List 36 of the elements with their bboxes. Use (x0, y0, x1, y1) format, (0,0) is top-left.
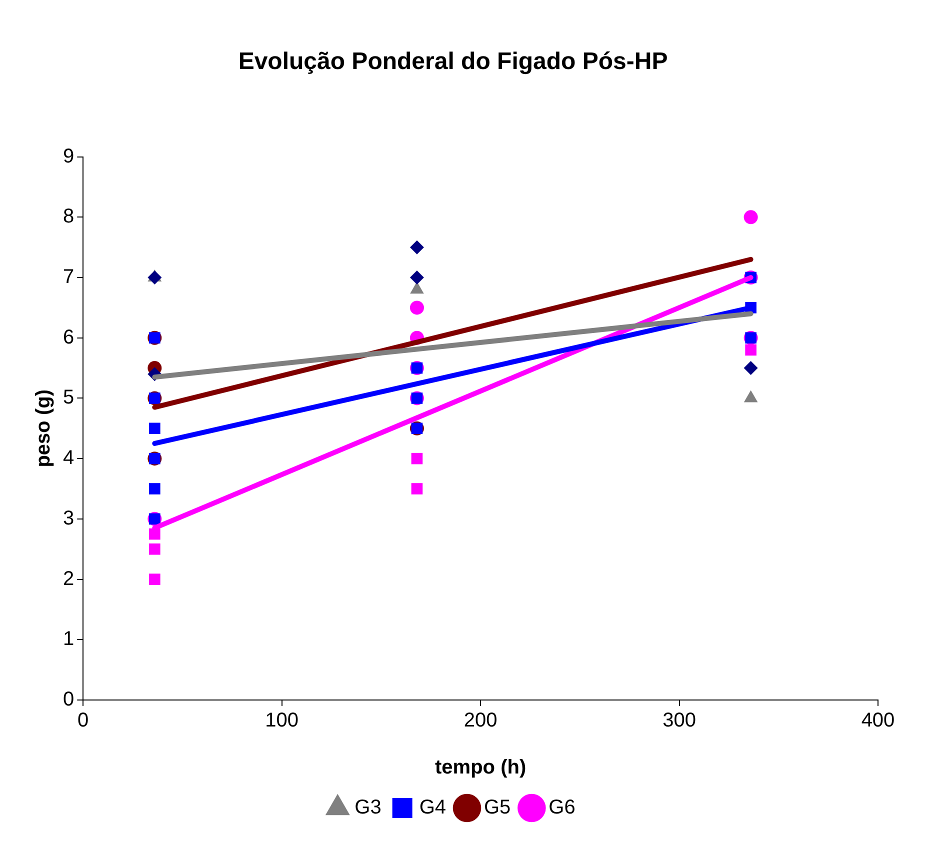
point (149, 574, 160, 585)
point (149, 528, 160, 540)
legend-label: G4 (419, 796, 446, 819)
point (744, 210, 758, 224)
y-axis-title: peso (g) (32, 390, 55, 468)
x-tick-label: 200 (464, 710, 498, 732)
point (411, 483, 423, 494)
y-tick-label: 2 (63, 568, 74, 590)
legend-label: G5 (484, 796, 511, 819)
chart-title: Evolução Ponderal do Figado Pós-HP (238, 48, 668, 76)
x-tick-label: 0 (78, 710, 89, 732)
point (744, 361, 758, 376)
point (149, 543, 160, 555)
x-axis-title: tempo (h) (435, 756, 526, 779)
y-tick-label: 5 (63, 386, 74, 409)
y-tick-label: 3 (63, 507, 74, 530)
point (149, 422, 160, 434)
legend-label: G6 (548, 796, 576, 819)
point (410, 270, 424, 285)
y-tick-label: 0 (63, 688, 74, 711)
x-tick-label: 400 (861, 710, 895, 732)
y-tick-label: 8 (63, 206, 74, 228)
point (411, 452, 423, 464)
point (148, 270, 162, 285)
y-tick-label: 7 (63, 266, 74, 288)
point (149, 483, 160, 494)
y-tick-label: 6 (63, 326, 74, 348)
legend-label: G3 (354, 796, 382, 819)
y-tick-label: 4 (63, 447, 74, 470)
point (410, 240, 424, 254)
x-tick-label: 300 (662, 710, 696, 732)
y-tick-label: 9 (63, 145, 74, 168)
x-tick-label: 100 (265, 710, 299, 732)
point (410, 300, 424, 315)
point (745, 344, 756, 356)
y-tick-label: 1 (63, 628, 74, 650)
